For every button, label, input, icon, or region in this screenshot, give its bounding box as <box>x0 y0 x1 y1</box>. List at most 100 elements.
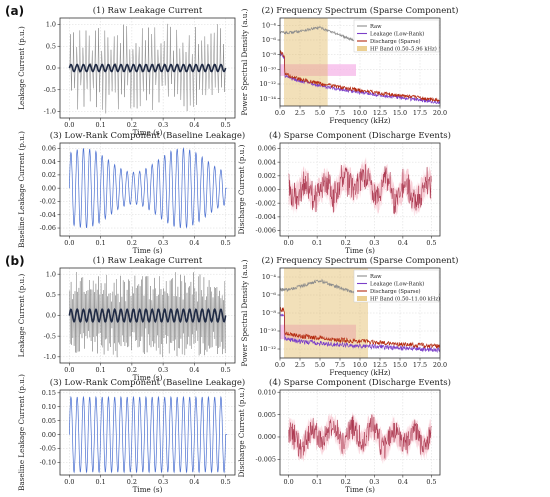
y-tick-label: 0.010 <box>258 388 276 396</box>
spectrum-lowrank-line <box>280 313 440 354</box>
legend-label: HF Band (0.50–11.00 kHz) <box>370 295 440 302</box>
y-tick-label: 0.004 <box>258 158 276 166</box>
figure-label-a: (a) <box>5 4 24 18</box>
y-tick-label: 0.05 <box>42 417 56 425</box>
chart-b1: 0.0 0.1 0.2 0.3 0.4 0.5 -1.0 -0.5 0.0 0.5 1.0 (1) R… <box>17 255 236 382</box>
y-tick-label: 10⁻¹⁰ <box>259 327 276 335</box>
x-tick-label: 0.5 <box>221 366 231 374</box>
baseline-trace-line <box>68 308 227 323</box>
sparse-line <box>288 414 432 459</box>
y-tick-label: -0.004 <box>256 213 276 221</box>
x-tick-label: 0.3 <box>369 239 379 247</box>
y-tick-label: 0.0 <box>46 312 56 320</box>
x-tick-label: 17.5 <box>413 361 427 369</box>
y-tick-label: -0.02 <box>40 198 56 206</box>
x-tick-label: 0.2 <box>341 239 351 247</box>
x-axis-label: Time (s) <box>133 373 163 382</box>
x-tick-label: 0.0 <box>64 239 74 247</box>
chart-b2: 0.0 2.5 5.0 7.5 10.0 12.5 15.0 17.5 20.0 10⁻⁴ 10⁻⁶… <box>240 255 458 377</box>
y-tick-label: 10⁻⁴ <box>262 22 277 30</box>
x-tick-label: 0.1 <box>312 239 322 247</box>
y-tick-label: 0.000 <box>258 186 276 194</box>
x-tick-label: 0.3 <box>158 121 168 129</box>
y-tick-label: 1.0 <box>46 270 56 278</box>
y-tick-label: -0.10 <box>40 459 56 467</box>
legend-label: Leakage (Low-Rank) <box>370 30 424 37</box>
y-axis-label: Baseline Leakage Current (p.u.) <box>17 131 26 248</box>
y-axis-label: Baseline Leakage Current (p.u.) <box>17 374 26 491</box>
chart-title: (4) Sparse Component (Discharge Events) <box>269 130 451 141</box>
y-tick-label: 0.02 <box>42 171 56 179</box>
x-tick-label: 15.0 <box>393 109 407 117</box>
y-tick-label: -0.04 <box>40 211 56 219</box>
x-tick-label: 0.4 <box>189 478 199 486</box>
series-layer <box>68 23 227 114</box>
y-tick-label: 1.0 <box>46 21 56 29</box>
sparse-line <box>288 164 432 214</box>
x-tick-label: 0.2 <box>127 121 137 129</box>
x-tick-label: 17.5 <box>413 109 427 117</box>
y-tick-label: 10⁻⁸ <box>262 309 277 317</box>
axes-frame <box>59 142 236 237</box>
chart-title: (3) Low-Rank Component (Baseline Leakage… <box>50 130 245 141</box>
y-tick-label: -1.0 <box>44 108 56 116</box>
axes-frame <box>279 267 441 359</box>
spectrum-sparse-line <box>280 306 440 349</box>
x-tick-label: 5.0 <box>315 361 325 369</box>
y-tick-label: 10⁻⁸ <box>262 51 277 59</box>
x-axis-label: Time (s) <box>133 246 163 255</box>
x-tick-label: 0.4 <box>189 366 199 374</box>
x-tick-label: 12.5 <box>373 109 387 117</box>
series-layer <box>288 411 432 465</box>
x-tick-label: 0.1 <box>96 239 106 247</box>
x-tick-label: 20.0 <box>433 109 447 117</box>
legend-label: Raw <box>370 274 382 280</box>
x-tick-label: 0.0 <box>64 478 74 486</box>
y-tick-label: -0.002 <box>256 199 276 207</box>
legend-label: Discharge (Sparse) <box>370 288 421 295</box>
chart-a3: 0.0 0.1 0.2 0.3 0.4 0.5 -0.06 -0.04 -0.02 0.00 0.0… <box>17 130 245 255</box>
legend-label: Leakage (Low-Rank) <box>370 280 424 287</box>
chart-b4: 0.0 0.1 0.2 0.3 0.4 0.5 -0.005 0.000 0.005 0.010(… <box>237 377 451 494</box>
chart-title: (4) Sparse Component (Discharge Events) <box>269 377 451 388</box>
chart-a1: 0.0 0.1 0.2 0.3 0.4 0.5 -1.0 -0.5 0.0 0.5 1.0 (1) R… <box>17 5 236 137</box>
y-tick-label: 0.5 <box>46 42 56 50</box>
y-tick-label: 0.00 <box>42 431 56 439</box>
x-tick-label: 0.5 <box>426 239 436 247</box>
x-tick-label: 10.0 <box>353 109 367 117</box>
y-tick-label: 10⁻⁴ <box>262 273 277 281</box>
x-tick-label: 0.5 <box>221 478 231 486</box>
y-tick-label: -1.0 <box>44 353 56 361</box>
x-tick-label: 0.5 <box>221 121 231 129</box>
spectrum-highlight <box>280 64 356 76</box>
y-tick-label: 0.00 <box>42 184 56 192</box>
x-tick-label: 0.0 <box>283 239 293 247</box>
legend-swatch <box>357 296 367 301</box>
chart-title: (3) Low-Rank Component (Baseline Leakage… <box>50 377 245 388</box>
baseline-trace-line <box>68 63 227 73</box>
y-axis-label: Power Spectral Density (a.u.) <box>240 259 249 366</box>
axes-frame <box>279 142 441 237</box>
y-tick-label: 10⁻¹² <box>259 345 276 353</box>
chart-a4: 0.0 0.1 0.2 0.3 0.4 0.5 -0.006 -0.004 -0.002 0.00… <box>237 130 451 255</box>
y-tick-label: -0.5 <box>44 86 56 94</box>
lowrank-line <box>69 147 228 229</box>
x-tick-label: 0.0 <box>275 109 285 117</box>
x-axis-label: Time (s) <box>345 246 375 255</box>
series-layer <box>69 147 228 229</box>
y-tick-label: 0.04 <box>42 158 56 166</box>
y-tick-label: -0.5 <box>44 332 56 340</box>
x-tick-label: 0.2 <box>127 478 137 486</box>
x-tick-label: 0.1 <box>96 478 106 486</box>
x-tick-label: 0.2 <box>127 366 137 374</box>
legend-label: Discharge (Sparse) <box>370 38 421 45</box>
x-tick-label: 12.5 <box>373 361 387 369</box>
y-axis-label: Leakage Current (p.u.) <box>17 274 26 358</box>
y-tick-label: -0.006 <box>256 227 276 235</box>
chart-title: (2) Frequency Spectrum (Sparse Component… <box>262 5 459 16</box>
y-tick-label: 0.006 <box>258 145 276 153</box>
x-axis-label: Time (s) <box>133 128 163 137</box>
